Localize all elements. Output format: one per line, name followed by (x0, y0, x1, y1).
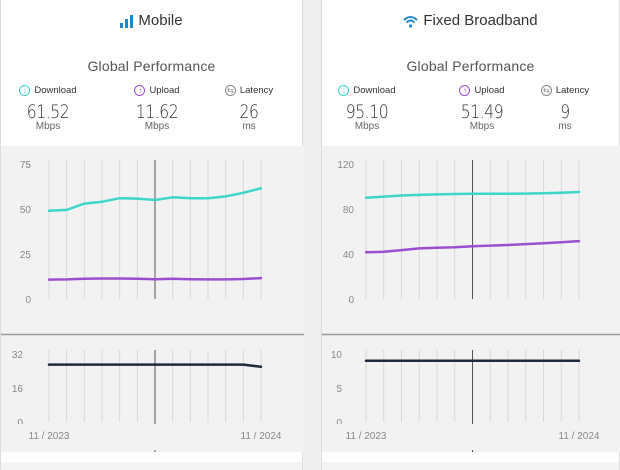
x-tick-label: 11 / 2024 (559, 431, 600, 442)
latency-icon: ⇆ (540, 84, 552, 96)
metric-value: 11.62 (135, 101, 179, 123)
metric-label: Upload (474, 84, 505, 96)
y-tick-label: 25 (20, 250, 32, 261)
latency-icon: ⇆ (224, 84, 236, 96)
broadband-x-axis: 11 / 2023 11 / 2024 (322, 424, 620, 450)
x-axis-background (1, 424, 304, 450)
metric-label: Download (353, 84, 396, 96)
metric-value: 95.10 (345, 101, 389, 123)
metric-value: 51.49 (460, 101, 504, 123)
metric-label: Upload (149, 84, 180, 96)
metric-value: 26 (239, 101, 259, 123)
metric-unit: Mbps (469, 121, 495, 132)
download-arrow-icon: ↓ (338, 84, 350, 96)
panel-title: Mobile (138, 12, 183, 29)
latency-metric: ⇆ Latency 26 ms (204, 83, 294, 132)
bottom-strip (1, 462, 302, 470)
y-tick-label: 50 (20, 205, 32, 216)
x-tick-label: 11 / 2023 (29, 431, 70, 442)
upload-arrow-icon: ↑ (134, 84, 146, 96)
series-line-upload[interactable] (47, 276, 263, 281)
bottom-strip (322, 462, 619, 470)
upload-arrow-icon: ↑ (459, 84, 471, 96)
panel-title: Fixed Broadband (423, 12, 538, 29)
metric-value: 9 (560, 101, 570, 123)
series-line-upload[interactable] (364, 239, 581, 254)
x-tick-label: 11 / 2024 (241, 431, 282, 442)
y-tick-label: 40 (343, 250, 355, 261)
y-tick-label: 120 (337, 160, 354, 171)
metric-unit: Mbps (144, 121, 170, 132)
series-line-download[interactable] (47, 187, 263, 213)
y-tick-label: 10 (331, 350, 343, 361)
y-tick-label: 16 (12, 384, 24, 395)
mobile-panel: Mobile Global Performance ↓ Download 61.5… (0, 0, 304, 470)
mobile-x-axis: 11 / 2023 11 / 2024 (1, 424, 304, 450)
download-metric: ↓ Download 61.52 Mbps (3, 83, 93, 132)
series-line-download[interactable] (364, 190, 581, 200)
panel-subtitle: Global Performance (87, 58, 216, 74)
panel-subtitle: Global Performance (406, 58, 535, 74)
x-axis-background (322, 424, 620, 450)
metric-label: Download (34, 84, 77, 96)
y-tick-label: 5 (336, 384, 342, 395)
wifi-icon (403, 13, 419, 35)
y-tick-label: 80 (343, 205, 355, 216)
metric-unit: ms (558, 121, 572, 132)
upload-metric: ↑ Upload 51.49 Mbps (437, 83, 527, 132)
y-tick-label: 0 (336, 418, 342, 429)
y-tick-label: 75 (20, 160, 32, 171)
download-arrow-icon: ↓ (19, 84, 31, 96)
metric-value: 61.52 (26, 101, 70, 123)
y-tick-label: 0 (17, 418, 23, 429)
x-tick-label: 11 / 2023 (346, 431, 387, 442)
metric-label: Latency (239, 84, 274, 96)
download-metric: ↓ Download 95.10 Mbps (322, 83, 412, 132)
mobile-speed-chart[interactable]: 0 25 50 75 (1, 146, 304, 334)
plot-background (322, 146, 620, 334)
metric-label: Latency (555, 84, 590, 96)
latency-metric: ⇆ Latency 9 ms (520, 83, 610, 132)
y-tick-label: 0 (348, 295, 354, 306)
upload-metric: ↑ Upload 11.62 Mbps (112, 83, 202, 132)
panel-header: Mobile (1, 10, 302, 32)
fixed-broadband-panel: Fixed Broadband Global Performance ↓ Down… (321, 0, 620, 470)
signal-bars-icon (120, 13, 134, 35)
plot-background (1, 146, 304, 334)
broadband-speed-chart[interactable]: 0 40 80 120 (322, 146, 620, 334)
panel-header: Fixed Broadband (322, 10, 619, 32)
metric-unit: Mbps (354, 121, 380, 132)
metric-unit: ms (242, 121, 256, 132)
y-tick-label: 32 (12, 350, 24, 361)
y-tick-label: 0 (25, 295, 31, 306)
metric-unit: Mbps (35, 121, 61, 132)
series-line-latency[interactable] (47, 363, 263, 369)
